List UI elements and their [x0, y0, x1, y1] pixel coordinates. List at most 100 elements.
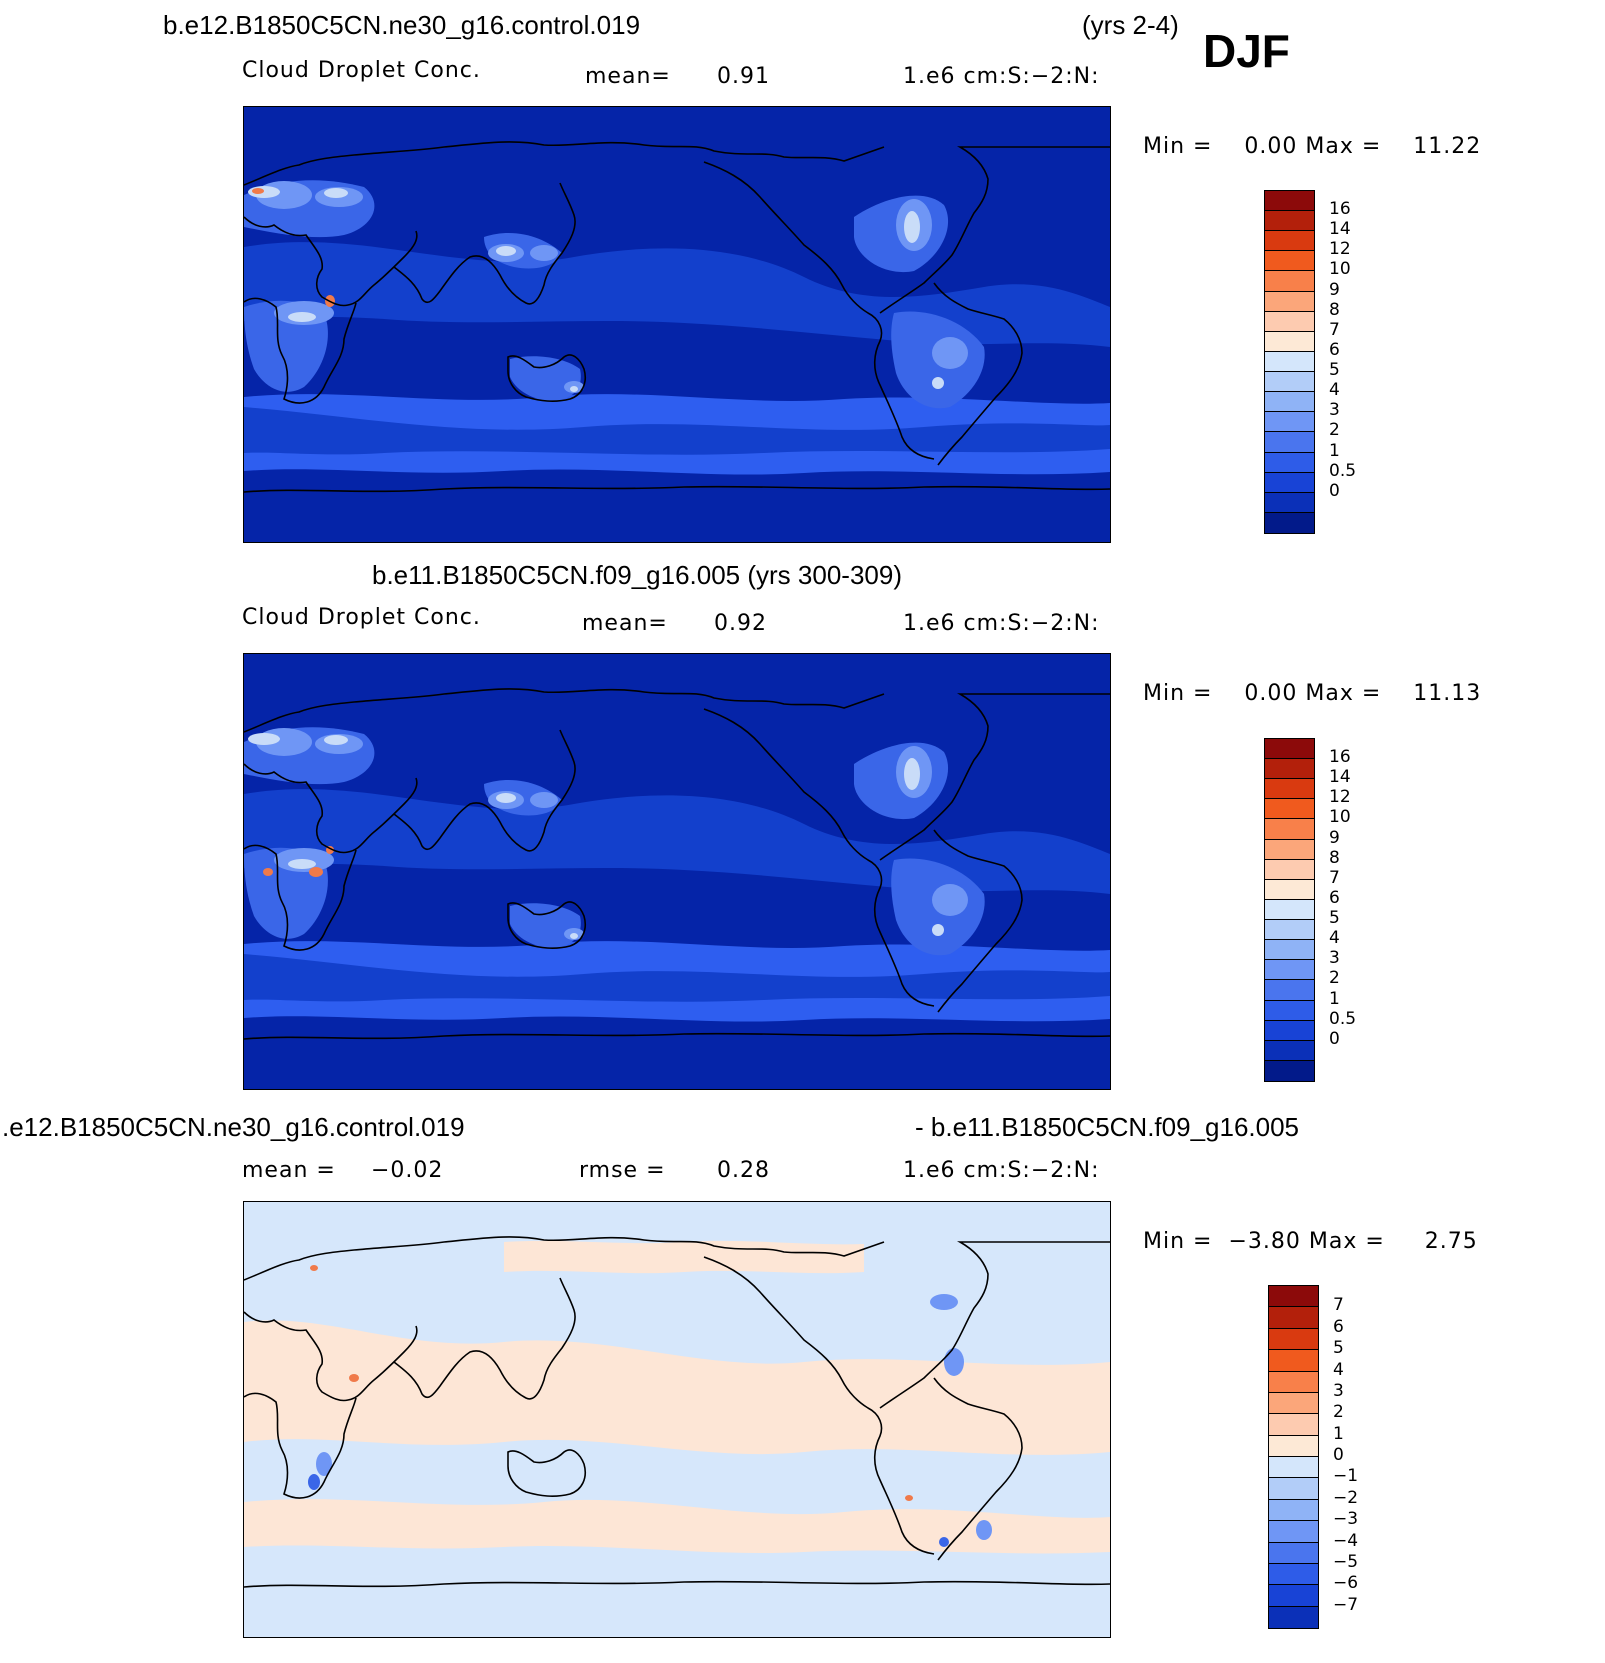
colorbar-label: 3 [1329, 948, 1340, 969]
colorbar-label: 0.5 [1329, 1008, 1357, 1029]
colorbar-swatch [1265, 392, 1314, 413]
field-blob [324, 188, 348, 198]
coastline [244, 1032, 1110, 1040]
field-blob [905, 1495, 913, 1501]
colorbar-label: 8 [1329, 847, 1340, 868]
colorbar-label: 6 [1333, 1316, 1344, 1337]
colorbar-label: −1 [1333, 1466, 1359, 1487]
panel3-rmse-label: rmse = [579, 1158, 666, 1183]
panel1-units: 1.e6 cm:S:−2:N: [903, 64, 1100, 89]
coastline [244, 763, 418, 854]
field-blob [932, 884, 968, 916]
colorbar-swatch [1269, 1542, 1318, 1564]
field-blob [530, 245, 558, 261]
colorbar-label: 4 [1333, 1359, 1344, 1380]
coastline [244, 1311, 418, 1402]
coastline [933, 1377, 1023, 1561]
coastline [244, 844, 357, 951]
coastline [507, 354, 586, 402]
colorbar-label: 14 [1329, 219, 1351, 240]
colorbar-swatch [1269, 1307, 1318, 1329]
colorbar-swatch [1265, 920, 1314, 941]
colorbar-swatch [1265, 759, 1314, 780]
field-contour [244, 1499, 1110, 1554]
colorbar-label: 4 [1329, 928, 1340, 949]
colorbar-swatch [1265, 779, 1314, 800]
colorbar-label: 3 [1329, 400, 1340, 421]
colorbar-swatch [1269, 1392, 1318, 1415]
panel2-map [243, 653, 1111, 1090]
panel3-title-right: - b.e11.B1850C5CN.f09_g16.005 [915, 1112, 1300, 1142]
colorbar-swatch [1265, 839, 1314, 860]
colorbar-swatch [1265, 1000, 1314, 1021]
panel3-rmse-value: 0.28 [717, 1158, 770, 1183]
colorbar-swatch [1265, 899, 1314, 921]
colorbar-swatch [1265, 819, 1314, 840]
colorbar-label: 1 [1333, 1423, 1344, 1444]
coastline [244, 297, 357, 404]
panel3-title-left: .e12.B1850C5CN.ne30_g16.control.019 [2, 1112, 465, 1142]
panel2-units: 1.e6 cm:S:−2:N: [903, 611, 1100, 636]
colorbar-swatch [1269, 1286, 1318, 1308]
colorbar-label: −7 [1333, 1594, 1359, 1615]
colorbar-label: 0 [1333, 1445, 1344, 1465]
field-blob [570, 933, 578, 939]
coastline [244, 141, 885, 186]
field-blob [248, 733, 280, 745]
field-blob [252, 188, 264, 194]
field-blob [324, 735, 348, 745]
panel3-units: 1.e6 cm:S:−2:N: [903, 1158, 1100, 1183]
field-blob [316, 1452, 332, 1476]
field-contour [244, 407, 1110, 455]
colorbar-swatch [1265, 739, 1314, 760]
colorbar-swatch [1265, 291, 1314, 312]
coastline [879, 693, 1110, 861]
coastline [393, 1277, 576, 1400]
colorbar-label: 2 [1329, 968, 1340, 989]
colorbar-swatch [1265, 191, 1314, 212]
colorbar-label: 7 [1333, 1295, 1344, 1316]
colorbar-swatch [1269, 1606, 1318, 1628]
colorbar-label: 16 [1329, 199, 1351, 220]
panel2-title: b.e11.B1850C5CN.f09_g16.005 (yrs 300-309… [372, 560, 902, 590]
colorbar-swatch [1265, 1040, 1314, 1061]
colorbar-swatch [1265, 432, 1314, 453]
colorbar-label: 10 [1329, 259, 1351, 280]
colorbar-swatch [1269, 1499, 1318, 1522]
colorbar-label: 1 [1329, 988, 1340, 1009]
colorbar-swatch [1269, 1585, 1318, 1607]
colorbar-swatch [1269, 1350, 1318, 1372]
colorbar-label: −2 [1333, 1487, 1359, 1508]
field-contour [510, 356, 581, 401]
colorbar-label: 0 [1329, 1028, 1340, 1049]
colorbar-swatch [1269, 1371, 1318, 1393]
colorbar-label: 12 [1329, 787, 1351, 808]
panel1-title-right: (yrs 2-4) [1082, 10, 1179, 40]
field-blob [310, 1265, 318, 1271]
colorbar-label: 4 [1329, 380, 1340, 401]
panel2-mean-value: 0.92 [714, 611, 767, 636]
panel1-mean-label: mean= [585, 64, 671, 89]
colorbar-label: 2 [1329, 420, 1340, 441]
colorbar-label: −6 [1333, 1573, 1359, 1594]
field-blob [496, 793, 516, 803]
panel3-colorbar [1268, 1285, 1319, 1629]
panel3-mean-label: mean = [242, 1158, 336, 1183]
panel2-variable: Cloud Droplet Conc. [242, 605, 481, 630]
colorbar-label: 8 [1329, 299, 1340, 320]
colorbar-label: 1 [1329, 440, 1340, 461]
colorbar-swatch [1269, 1563, 1318, 1586]
colorbar-label: 7 [1329, 867, 1340, 888]
colorbar-swatch [1265, 940, 1314, 961]
colorbar-label: 0.5 [1329, 460, 1357, 481]
field-blob [309, 867, 323, 877]
field-blob [976, 1520, 992, 1540]
colorbar-swatch [1265, 799, 1314, 820]
colorbar-swatch [1265, 472, 1314, 493]
colorbar-swatch [1265, 211, 1314, 232]
coastline [879, 1241, 1110, 1409]
panel2-minmax: Min = 0.00 Max = 11.13 [1143, 681, 1482, 706]
colorbar-swatch [1265, 412, 1314, 433]
field-blob [904, 211, 920, 243]
colorbar-label: 7 [1329, 319, 1340, 340]
